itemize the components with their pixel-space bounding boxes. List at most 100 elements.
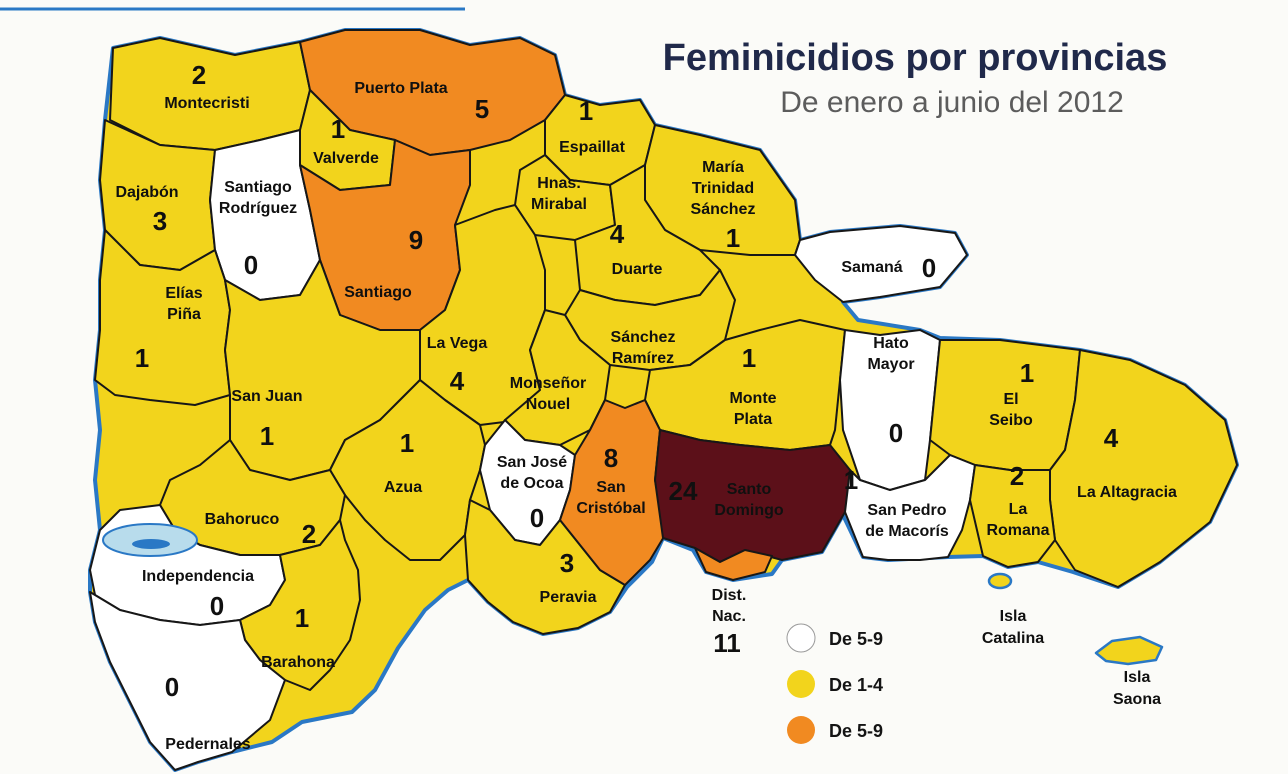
province-label-peravia: Peravia [540,589,597,606]
province-peravia [464,499,626,635]
province-value-independencia: 0 [210,591,224,621]
province-label-independencia: Independencia [142,568,254,585]
province-pedernales [89,591,286,771]
isla-saona-shape [1094,635,1164,666]
legend-label: De 5-9 [829,721,883,741]
province-label-hermanas-mirabal: Mirabal [531,196,587,213]
province-value-santiago-rodriguez: 0 [244,250,258,280]
province-value-bahoruco: 2 [302,519,316,549]
province-label-santiago-rodriguez: Rodríguez [219,200,297,217]
map-title: Feminicidios por provincias [663,37,1168,79]
legend-label: De 1-4 [829,675,883,695]
province-label-elias-pina: Elías [165,285,202,302]
province-value-monte-plata: 1 [742,343,756,373]
province-san-pedro-de-macoris [844,454,976,561]
legend-swatch-yellow [787,670,815,698]
province-value-santo-domingo: 24 [669,476,698,506]
map-subtitle: De enero a junio del 2012 [780,86,1124,119]
province-label-santiago-rodriguez: Santiago [224,179,292,196]
legend-swatch-orange [787,716,815,744]
province-label-san-pedro-de-macoris: San Pedro [867,502,946,519]
province-value-valverde: 1 [331,114,345,144]
island-label-isla-saona: Saona [1113,691,1161,708]
province-label-distrito-nacional: Dist. [712,587,747,604]
province-value-montecristi: 2 [192,60,206,90]
province-value-san-cristobal: 8 [604,443,618,473]
province-label-el-seibo: Seibo [989,412,1033,429]
province-label-san-jose-de-ocoa: San José [497,454,567,471]
island-label-isla-catalina: Catalina [982,630,1044,647]
province-label-puerto-plata: Puerto Plata [354,80,447,97]
province-label-maria-trinidad-sanchez: María [702,159,744,176]
province-value-el-seibo: 1 [1020,358,1034,388]
province-montecristi [109,37,311,151]
province-label-hermanas-mirabal: Hnas. [537,175,581,192]
province-label-duarte: Duarte [612,261,663,278]
province-value-la-altagracia: 4 [1104,423,1119,453]
province-value-puerto-plata: 5 [475,94,489,124]
province-labels-layer: Montecristi 2 Puerto Plata 5 Valverde 1 Espail… [115,60,1177,753]
province-value-espaillat: 1 [579,96,593,126]
province-label-azua: Azua [384,479,422,496]
province-value-san-juan: 1 [260,421,274,451]
province-value-peravia: 3 [560,548,574,578]
province-value-dajabon: 3 [153,206,167,236]
province-label-hato-mayor: Hato [873,335,909,352]
province-label-san-jose-de-ocoa: de Ocoa [500,475,563,492]
province-la-altagracia [1049,349,1238,588]
province-label-bahoruco: Bahoruco [205,511,280,528]
province-label-montecristi: Montecristi [164,95,249,112]
province-value-la-vega: 4 [450,366,465,396]
province-value-samana: 0 [922,253,936,283]
province-label-maria-trinidad-sanchez: Trinidad [692,180,754,197]
legend-label: De 5-9 [829,629,883,649]
province-label-santo-domingo: Santo [727,481,772,498]
province-label-pedernales: Pedernales [165,736,250,753]
province-label-san-pedro-de-macoris: de Macorís [865,523,949,540]
legend: De 5-9 De 1-4 De 5-9 [786,623,883,744]
province-value-san-pedro-de-macoris: 1 [844,465,858,495]
province-label-monsenor-nouel: Nouel [526,396,570,413]
province-value-pedernales: 0 [165,672,179,702]
province-value-hato-mayor: 0 [889,418,903,448]
province-label-la-vega: La Vega [427,335,488,352]
isla-catalina-shape [987,572,1013,590]
legend-swatch-white [786,623,816,653]
province-la-romana [969,464,1056,568]
province-label-valverde: Valverde [313,150,379,167]
province-label-dajabon: Dajabón [115,184,178,201]
province-value-san-jose-de-ocoa: 0 [530,503,544,533]
province-value-barahona: 1 [295,603,309,633]
province-label-san-cristobal: San [596,479,625,496]
province-hato-mayor [839,329,941,491]
island-label-isla-saona: Isla [1124,669,1151,686]
province-label-el-seibo: El [1003,391,1018,408]
province-label-monte-plata: Monte [729,390,776,407]
province-label-samana: Samaná [841,259,902,276]
province-label-maria-trinidad-sanchez: Sánchez [691,201,756,218]
province-label-santiago: Santiago [344,284,412,301]
province-value-elias-pina: 1 [135,343,149,373]
province-label-la-altagracia: La Altagracia [1077,484,1177,501]
province-santo-domingo [654,429,851,563]
province-value-duarte: 4 [610,219,625,249]
province-samana [794,225,968,303]
lake-island [132,539,170,549]
province-value-santiago: 9 [409,225,423,255]
province-distrito-nacional [694,547,773,581]
province-value-maria-trinidad-sanchez: 1 [726,223,740,253]
province-value-la-romana: 2 [1010,461,1024,491]
island-label-isla-catalina: Isla [1000,608,1027,625]
province-label-la-romana: Romana [986,522,1049,539]
province-label-monte-plata: Plata [734,411,772,428]
province-label-hato-mayor: Mayor [867,356,914,373]
province-label-monsenor-nouel: Monseñor [510,375,586,392]
province-value-azua: 1 [400,428,414,458]
province-label-san-juan: San Juan [231,388,302,405]
province-label-elias-pina: Piña [167,306,201,323]
province-label-distrito-nacional: Nac. [712,608,746,625]
province-label-sanchez-ramirez: Ramírez [612,350,674,367]
province-label-santo-domingo: Domingo [714,502,784,519]
